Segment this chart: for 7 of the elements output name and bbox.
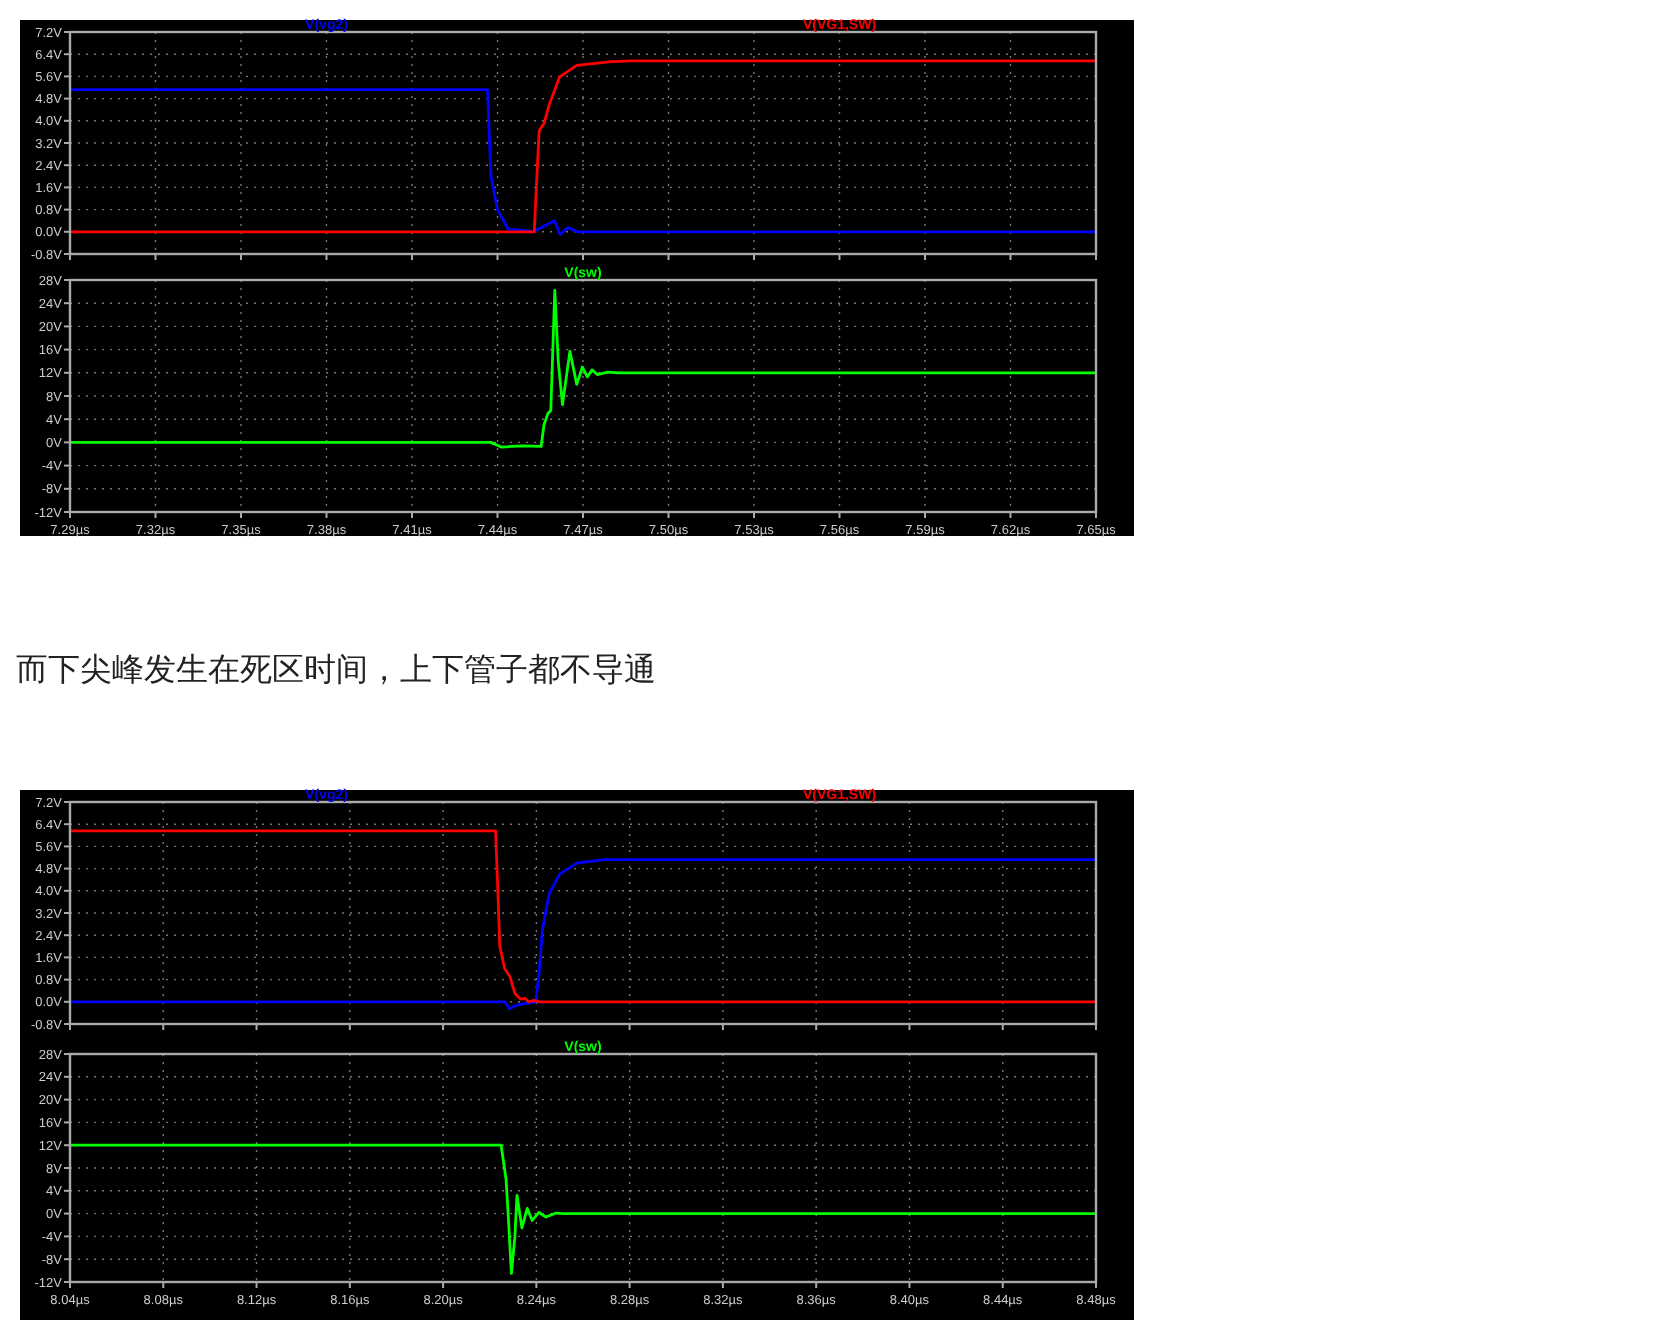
chart-title: 而下尖峰发生在死区时间，上下管子都不导通 [16, 650, 656, 688]
line-series [70, 59, 1096, 234]
line-series [70, 88, 1096, 236]
line-series [70, 1143, 1096, 1275]
line-series [70, 829, 1096, 1004]
line-series [70, 858, 1096, 1011]
line-series [70, 289, 1096, 449]
